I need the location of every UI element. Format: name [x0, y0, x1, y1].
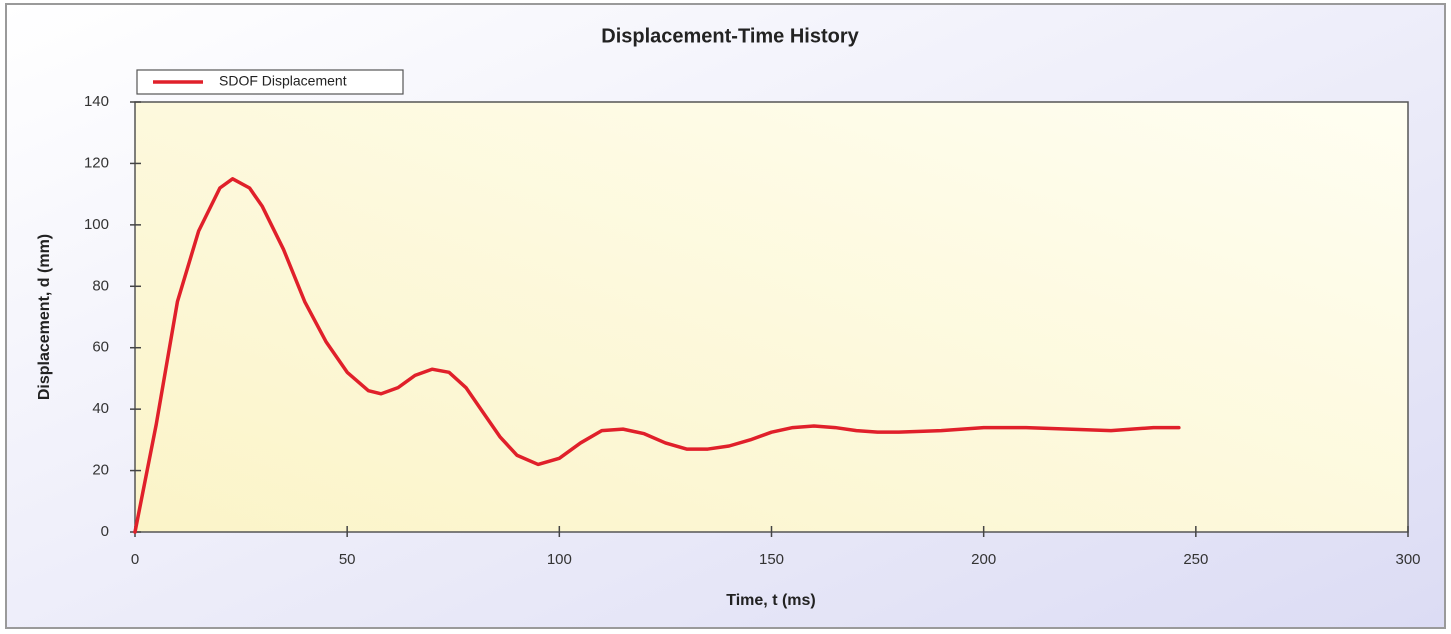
y-tick-label: 80 — [92, 277, 109, 294]
legend-label: SDOF Displacement — [219, 73, 347, 89]
chart-title: Displacement-Time History — [601, 25, 859, 47]
x-tick-label: 150 — [759, 551, 784, 568]
y-tick-label: 140 — [84, 93, 109, 110]
y-tick-label: 60 — [92, 339, 109, 356]
y-tick-label: 20 — [92, 462, 109, 479]
y-tick-label: 100 — [84, 216, 109, 233]
plot-area — [134, 101, 1409, 533]
x-tick-label: 300 — [1395, 551, 1420, 568]
x-tick-label: 200 — [971, 551, 996, 568]
x-tick-label: 0 — [131, 551, 139, 568]
x-tick-label: 100 — [547, 551, 572, 568]
x-tick-label: 250 — [1183, 551, 1208, 568]
y-tick-label: 40 — [92, 400, 109, 417]
y-tick-label: 120 — [84, 154, 109, 171]
data-line — [133, 177, 1181, 534]
y-axis-label: Displacement, d (mm) — [36, 234, 53, 400]
x-axis-label: Time, t (ms) — [726, 592, 816, 609]
x-tick-label: 50 — [339, 551, 356, 568]
y-tick-label: 0 — [101, 523, 109, 540]
